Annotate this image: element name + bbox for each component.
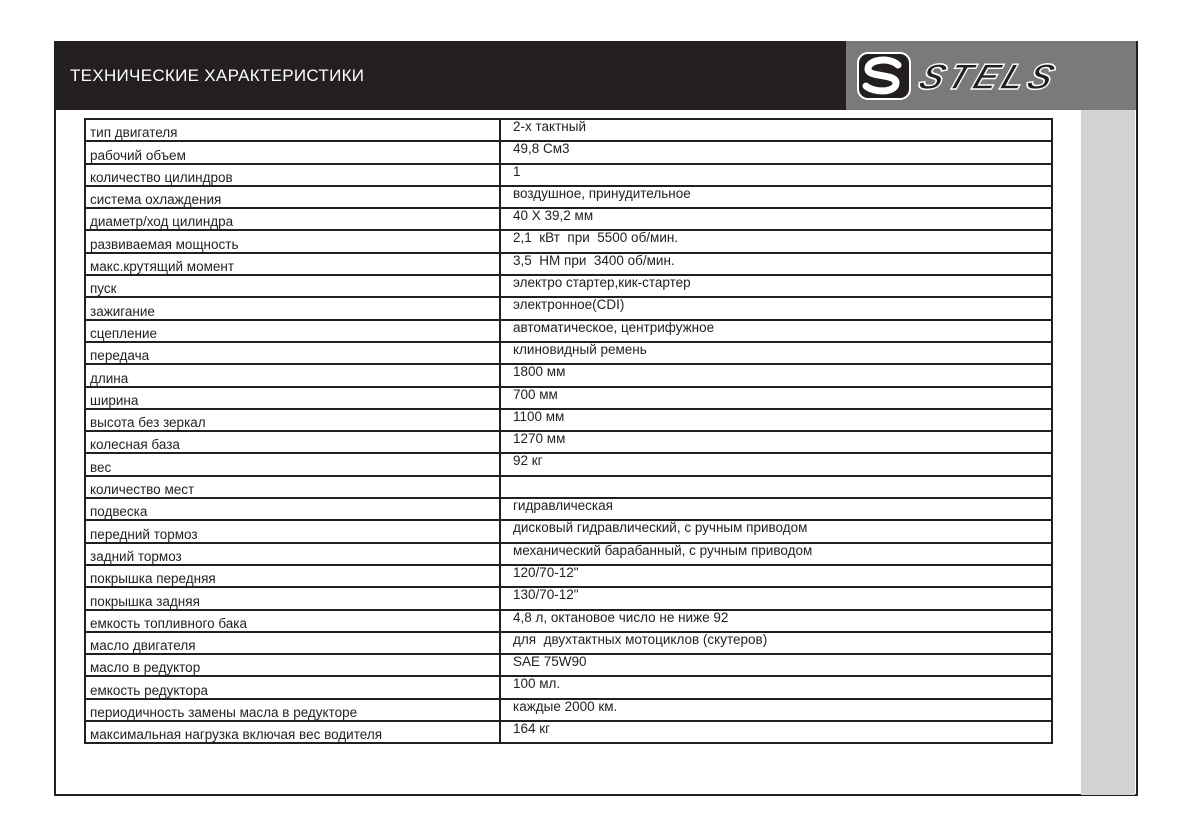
spec-label: масло в редуктор (84, 653, 501, 678)
spec-label: подвеска (84, 497, 501, 522)
spec-label: покрышка задняя (84, 586, 501, 611)
page-frame (54, 41, 1138, 796)
spec-value: 2-х тактный (499, 117, 1053, 143)
table-row: макс.крутящий момент 3,5 НМ при 3400 об/м… (84, 251, 1053, 277)
spec-label: ширина (84, 385, 501, 410)
table-row: передний тормоз дисковый гидравлический, … (84, 519, 1053, 544)
stels-logo-icon: STELS (857, 52, 1065, 100)
spec-label: периодичность замены масла в редукторе (84, 697, 501, 723)
spec-value: клиновидный ремень (499, 340, 1053, 366)
table-row: зажигание электронное(CDI) (84, 296, 1053, 321)
spec-value: SAE 75W90 (499, 653, 1053, 678)
spec-value (499, 474, 1053, 500)
spec-label: система охлаждения (84, 184, 501, 210)
spec-label: масло двигателя (84, 630, 501, 656)
spec-label: длина (84, 363, 501, 388)
spec-label: диаметр/ход цилиндра (84, 207, 501, 232)
spec-label: максимальная нагрузка включая вес водите… (84, 720, 501, 745)
table-row: емкость топливного бака 4,8 л, октановое … (84, 608, 1053, 633)
spec-label: пуск (84, 274, 501, 299)
header-bar: ТЕХНИЧЕСКИЕ ХАРАКТЕРИСТИКИ (54, 41, 846, 110)
table-row: масло в редуктор SAE 75W90 (84, 653, 1053, 678)
table-row: сцепление автоматическое, центрифужное (84, 318, 1053, 343)
table-row: передача клиновидный ремень (84, 340, 1053, 366)
stels-logo: STELS (846, 41, 1136, 110)
spec-value: 1270 мм (499, 430, 1053, 455)
spec-label: количество цилиндров (84, 162, 501, 187)
table-row: система охлаждения воздушное, принудитель… (84, 184, 1053, 210)
spec-value: 1 (499, 162, 1053, 187)
spec-value: 100 мл. (499, 675, 1053, 700)
spec-value: каждые 2000 км. (499, 697, 1053, 723)
spec-value: 4,8 л, октановое число не ниже 92 (499, 608, 1053, 633)
table-row: длина 1800 мм (84, 363, 1053, 388)
table-row: тип двигателя 2-х тактный (84, 117, 1053, 143)
spec-value: 164 кг (499, 720, 1053, 745)
spec-label: макс.крутящий момент (84, 251, 501, 277)
spec-label: колесная база (84, 430, 501, 455)
table-row: высота без зеркал 1100 мм (84, 407, 1053, 433)
spec-value: механический барабанный, с ручным привод… (499, 541, 1053, 566)
spec-value: 49,8 См3 (499, 140, 1053, 165)
spec-label: рабочий объем (84, 140, 501, 165)
table-row: вес 92 кг (84, 452, 1053, 477)
table-row: покрышка задняя 130/70-12" (84, 586, 1053, 611)
spec-label: емкость топливного бака (84, 608, 501, 633)
spec-value: электронное(CDI) (499, 296, 1053, 321)
table-row: ширина 700 мм (84, 385, 1053, 410)
spec-label: вес (84, 452, 501, 477)
spec-label: зажигание (84, 296, 501, 321)
page-title: ТЕХНИЧЕСКИЕ ХАРАКТЕРИСТИКИ (70, 66, 365, 85)
spec-value: 92 кг (499, 452, 1053, 477)
spec-value: для двухтактных мотоциклов (скутеров) (499, 630, 1053, 656)
table-row: покрышка передняя 120/70-12" (84, 563, 1053, 589)
spec-label: емкость редуктора (84, 675, 501, 700)
table-row: колесная база 1270 мм (84, 430, 1053, 455)
spec-value: 700 мм (499, 385, 1053, 410)
spec-label: тип двигателя (84, 117, 501, 143)
side-strip (1081, 110, 1135, 795)
spec-value: воздушное, принудительное (499, 184, 1053, 210)
table-row: диаметр/ход цилиндра 40 X 39,2 мм (84, 207, 1053, 232)
spec-value: 130/70-12" (499, 586, 1053, 611)
spec-value: гидравлическая (499, 497, 1053, 522)
spec-label: задний тормоз (84, 541, 501, 566)
spec-value: электро стартер,кик-стартер (499, 274, 1053, 299)
table-row: количество цилиндров 1 (84, 162, 1053, 187)
svg-text:STELS: STELS (914, 56, 1065, 97)
specs-table: тип двигателя 2-х тактный рабочий объем 49,… (84, 117, 1053, 745)
spec-value: 2,1 кВт при 5500 об/мин. (499, 229, 1053, 254)
spec-label: передача (84, 340, 501, 366)
spec-label: высота без зеркал (84, 407, 501, 433)
spec-value: 40 X 39,2 мм (499, 207, 1053, 232)
spec-label: сцепление (84, 318, 501, 343)
table-row: периодичность замены масла в редукторе ка… (84, 697, 1053, 723)
table-row: масло двигателя для двухтактных мотоцикло… (84, 630, 1053, 656)
table-row: рабочий объем 49,8 См3 (84, 140, 1053, 165)
spec-label: количество мест (84, 474, 501, 500)
spec-value: автоматическое, центрифужное (499, 318, 1053, 343)
spec-label: покрышка передняя (84, 563, 501, 589)
table-row: подвеска гидравлическая (84, 497, 1053, 522)
spec-value: 1800 мм (499, 363, 1053, 388)
spec-label: передний тормоз (84, 519, 501, 544)
spec-value: 120/70-12" (499, 563, 1053, 589)
spec-value: 3,5 НМ при 3400 об/мин. (499, 251, 1053, 277)
table-row: развиваемая мощность 2,1 кВт при 5500 об/… (84, 229, 1053, 254)
table-row: максимальная нагрузка включая вес водите… (84, 720, 1053, 745)
table-row: пуск электро стартер,кик-стартер (84, 274, 1053, 299)
table-row: количество мест (84, 474, 1053, 500)
table-row: емкость редуктора 100 мл. (84, 675, 1053, 700)
table-row: задний тормоз механический барабанный, с … (84, 541, 1053, 566)
spec-value: дисковый гидравлический, с ручным привод… (499, 519, 1053, 544)
spec-value: 1100 мм (499, 407, 1053, 433)
spec-label: развиваемая мощность (84, 229, 501, 254)
